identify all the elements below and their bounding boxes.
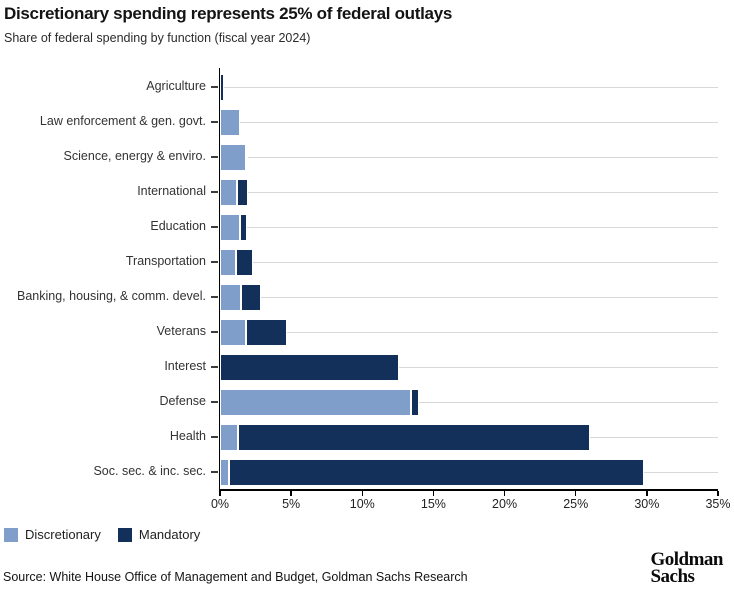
category-label: Defense — [159, 394, 206, 408]
chart-title: Discretionary spending represents 25% of… — [4, 4, 453, 23]
chart-subtitle: Share of federal spending by function (f… — [4, 31, 311, 45]
x-axis-tick — [361, 490, 364, 496]
x-axis-tick-label: 30% — [634, 497, 660, 511]
category-label: International — [137, 184, 206, 198]
category-label: Interest — [164, 359, 206, 373]
bar-segment-mandatory — [235, 248, 253, 276]
row-gridline — [220, 366, 718, 368]
category-tick — [211, 436, 218, 438]
x-axis-tick-label: 25% — [563, 497, 589, 511]
category-tick — [211, 401, 218, 403]
category-label: Agriculture — [146, 79, 206, 93]
legend-label-discretionary: Discretionary — [25, 527, 101, 542]
legend-item-discretionary: Discretionary — [4, 527, 101, 542]
bar-segment-mandatory — [238, 423, 590, 451]
bar-segment-discretionary — [220, 248, 236, 276]
bar-segment-mandatory — [228, 458, 644, 486]
bar-segment-discretionary — [220, 178, 238, 206]
category-tick — [211, 296, 218, 298]
row-gridline — [220, 226, 718, 228]
category-tick — [211, 86, 218, 88]
x-axis-tick — [503, 490, 506, 496]
category-label: Transportation — [125, 254, 206, 268]
mandatory-swatch — [117, 527, 132, 542]
source-note: Source: White House Office of Management… — [3, 570, 468, 584]
row-gridline — [220, 331, 718, 333]
logo-line-1: Goldman — [650, 549, 723, 570]
bar-segment-mandatory — [239, 213, 248, 241]
chart-legend: Discretionary Mandatory — [4, 527, 200, 542]
bar-segment-mandatory — [241, 283, 262, 311]
bar-segment-mandatory — [245, 318, 287, 346]
category-tick — [211, 226, 218, 228]
bar-segment-discretionary — [220, 283, 242, 311]
x-axis-tick-label: 15% — [420, 497, 446, 511]
category-tick — [211, 366, 218, 368]
bar-segment-mandatory — [220, 353, 400, 381]
bar-segment-discretionary — [220, 108, 240, 136]
bar-segment-discretionary — [220, 388, 411, 416]
row-gridline — [220, 121, 718, 123]
bar-segment-mandatory — [410, 388, 420, 416]
x-axis-tick-label: 10% — [349, 497, 375, 511]
category-label: Health — [169, 429, 206, 443]
legend-item-mandatory: Mandatory — [117, 527, 201, 542]
category-tick — [211, 471, 218, 473]
logo-line-2: Sachs — [650, 566, 695, 587]
x-axis-tick-label: 20% — [492, 497, 518, 511]
category-tick — [211, 191, 218, 193]
category-label: Soc. sec. & inc. sec. — [93, 464, 206, 478]
row-gridline — [220, 401, 718, 403]
bar-segment-discretionary — [220, 213, 240, 241]
x-axis-tick — [290, 490, 292, 496]
x-axis-tick-label: 35% — [705, 497, 731, 511]
row-gridline — [220, 156, 718, 158]
x-axis-tick — [646, 490, 648, 496]
x-axis-tick — [219, 490, 221, 496]
bar-segment-mandatory — [220, 73, 225, 101]
bar-segment-discretionary — [220, 143, 246, 171]
x-axis-tick — [717, 490, 719, 496]
category-tick — [211, 121, 218, 123]
bar-segment-discretionary — [220, 318, 246, 346]
y-axis-line — [218, 68, 220, 489]
category-label: Veterans — [156, 324, 206, 338]
category-label: Education — [150, 219, 206, 233]
x-axis-tick-label: 5% — [282, 497, 301, 511]
bar-segment-mandatory — [237, 178, 249, 206]
bar-segment-mandatory — [245, 143, 249, 171]
bar-segment-discretionary — [220, 458, 229, 486]
x-axis-tick-label: 0% — [210, 497, 230, 511]
row-gridline — [220, 191, 718, 193]
category-tick — [211, 261, 218, 263]
category-tick — [211, 331, 218, 333]
category-tick — [211, 156, 218, 158]
row-gridline — [220, 86, 718, 88]
category-label: Law enforcement & gen. govt. — [39, 114, 206, 128]
goldman-sachs-logo: Goldman Sachs — [650, 549, 723, 587]
category-label: Banking, housing, & comm. devel. — [17, 289, 206, 303]
x-axis-tick — [574, 490, 577, 496]
category-label: Science, energy & enviro. — [63, 149, 206, 163]
row-gridline — [220, 296, 718, 298]
row-gridline — [220, 261, 718, 263]
discretionary-swatch — [4, 527, 18, 542]
bar-segment-discretionary — [220, 423, 239, 451]
x-axis-line — [218, 489, 718, 491]
legend-label-mandatory: Mandatory — [138, 527, 201, 542]
x-axis-tick — [432, 490, 435, 496]
